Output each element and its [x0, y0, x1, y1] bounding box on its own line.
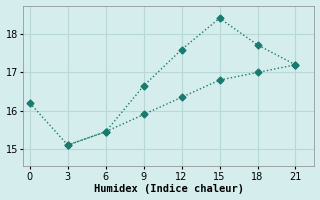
X-axis label: Humidex (Indice chaleur): Humidex (Indice chaleur) [94, 184, 244, 194]
